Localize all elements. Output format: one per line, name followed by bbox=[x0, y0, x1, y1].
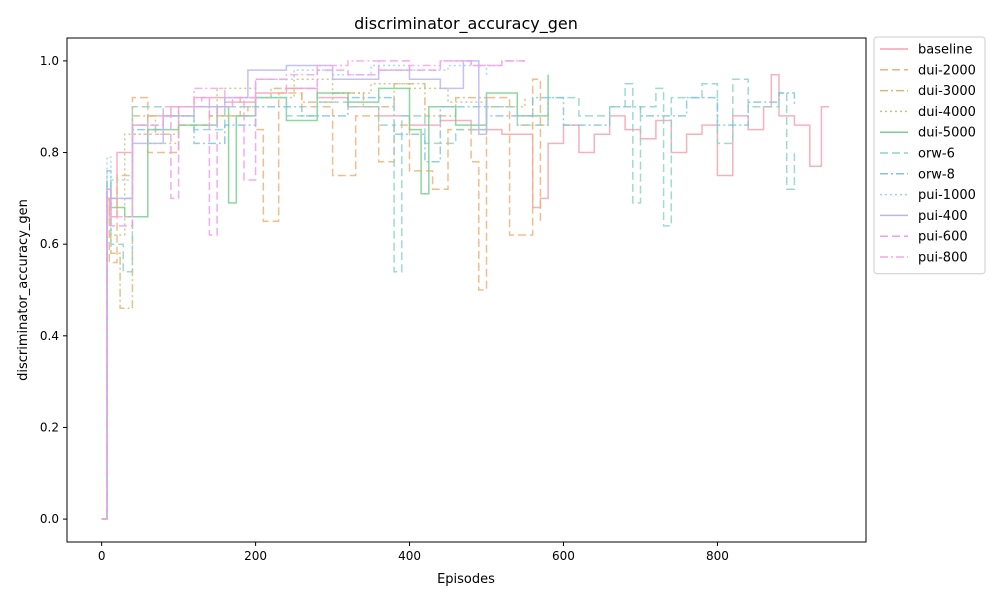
legend-label-dui-2000: dui-2000 bbox=[918, 63, 976, 78]
y-tick-label: 0.2 bbox=[40, 420, 59, 434]
y-tick-label: 0.8 bbox=[40, 146, 59, 160]
legend-label-orw-8: orw-8 bbox=[918, 167, 955, 182]
legend-label-pui-800: pui-800 bbox=[918, 251, 968, 266]
legend-box bbox=[873, 36, 986, 275]
series-line-pui-800 bbox=[101, 60, 525, 520]
chart-title: discriminator_accuracy_gen bbox=[354, 14, 578, 34]
legend: baseline dui-2000 dui-3000 dui-4000 dui-5000… bbox=[873, 36, 986, 275]
x-tick-label: 600 bbox=[552, 549, 575, 563]
plot-area: 0 200 400 600 800 0.0 0.2 0.4 0.6 0.8 1.0 bbox=[40, 37, 867, 563]
series-group bbox=[101, 60, 830, 520]
legend-label-pui-600: pui-600 bbox=[918, 230, 968, 245]
y-tick-label: 1.0 bbox=[40, 54, 59, 68]
x-tick-label: 400 bbox=[398, 549, 421, 563]
x-tick-label: 0 bbox=[98, 549, 106, 563]
legend-label-pui-400: pui-400 bbox=[918, 209, 968, 224]
y-tick-label: 0.0 bbox=[40, 512, 59, 526]
legend-label-pui-1000: pui-1000 bbox=[918, 188, 976, 203]
x-tick-label: 200 bbox=[244, 549, 267, 563]
series-line-baseline bbox=[101, 73, 830, 520]
y-tick-label: 0.4 bbox=[40, 329, 59, 343]
series-line-dui-3000 bbox=[101, 83, 549, 520]
series-line-dui-5000 bbox=[101, 74, 549, 520]
legend-label-dui-4000: dui-4000 bbox=[918, 105, 976, 120]
y-tick-label: 0.6 bbox=[40, 237, 59, 251]
x-axis-label: Episodes bbox=[437, 572, 495, 587]
legend-label-dui-5000: dui-5000 bbox=[918, 126, 976, 141]
axes-frame bbox=[66, 37, 867, 543]
legend-label-baseline: baseline bbox=[918, 43, 972, 58]
legend-label-orw-6: orw-6 bbox=[918, 147, 955, 162]
legend-label-dui-3000: dui-3000 bbox=[918, 84, 976, 99]
y-axis-label: discriminator_accuracy_gen bbox=[16, 199, 31, 381]
x-tick-label: 800 bbox=[706, 549, 729, 563]
